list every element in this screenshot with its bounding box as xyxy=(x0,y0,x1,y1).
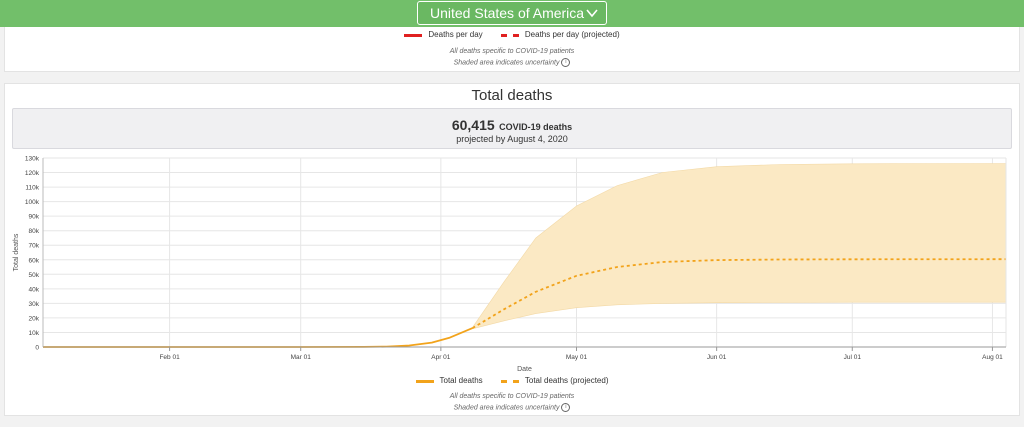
x-tick-label: Feb 01 xyxy=(159,354,180,361)
legend-swatch xyxy=(404,33,423,37)
summary-box: 60,415 COVID-19 deaths projected by Augu… xyxy=(12,108,1012,149)
x-axis-label: Date xyxy=(517,366,532,373)
note-text: Shaded area indicates uncertainty xyxy=(453,404,560,412)
y-tick-label: 70k xyxy=(29,243,40,250)
legend-swatch xyxy=(415,379,434,383)
info-icon[interactable]: i xyxy=(561,58,571,67)
total-deaths-card: Total deaths 60,415 COVID-19 deaths proj… xyxy=(4,83,1020,416)
daily-deaths-legend: Deaths per day Deaths per day (projected… xyxy=(5,30,1019,39)
y-axis-label: Total deaths xyxy=(13,233,20,271)
y-tick-label: 80k xyxy=(29,228,40,235)
summary-label: COVID-19 deaths xyxy=(499,122,573,132)
x-tick-label: Apr 01 xyxy=(431,354,451,361)
summary-subtext: projected by August 4, 2020 xyxy=(456,134,568,144)
chevron-down-icon xyxy=(586,2,598,31)
uncertainty-band-lower-edge xyxy=(472,301,1006,330)
total-deaths-chart: 0 10k 20k 30k 40k 50k 60k 70k 80k 90k 100k 110k 120k… xyxy=(13,156,1007,373)
summary-number: 60,415 xyxy=(451,117,495,133)
note-covid-patients: All deaths specific to COVID-19 patients xyxy=(449,48,575,55)
y-tick-label: 110k xyxy=(25,185,39,192)
x-tick-label: Jul 01 xyxy=(844,354,862,361)
legend-label: Deaths per day (projected) xyxy=(524,30,620,40)
legend-label: Total deaths (projected) xyxy=(524,376,609,386)
x-tick-label: Jun 01 xyxy=(707,354,727,361)
note-covid-patients: All deaths specific to COVID-19 patients xyxy=(449,393,575,400)
series-line-total-deaths xyxy=(43,327,473,348)
country-select[interactable]: United States of America xyxy=(417,1,607,25)
axes: 0 10k 20k 30k 40k 50k 60k 70k 80k 90k 100k 110k 120k… xyxy=(13,156,1007,373)
y-tick-label: 130k xyxy=(25,156,40,163)
x-tick-label: Aug 01 xyxy=(982,354,1003,361)
x-tick-label: Mar 01 xyxy=(291,354,312,361)
legend-item-total-deaths[interactable]: Total deaths xyxy=(415,376,483,386)
legend-swatch xyxy=(500,379,519,383)
note-uncertainty: Shaded area indicates uncertainty i xyxy=(5,403,1019,412)
y-tick-label: 10k xyxy=(29,330,40,337)
chart-title: Total deaths xyxy=(471,87,553,104)
y-tick-label: 30k xyxy=(29,301,40,308)
daily-deaths-card: Deaths per day Deaths per day (projected… xyxy=(4,27,1020,72)
country-select-value: United States of America xyxy=(430,5,585,21)
y-tick-label: 50k xyxy=(29,272,40,279)
legend-item-deaths-per-day[interactable]: Deaths per day xyxy=(404,30,483,40)
legend-swatch xyxy=(500,33,519,37)
y-tick-label: 90k xyxy=(29,214,40,221)
uncertainty-band-upper-edge xyxy=(472,163,1007,328)
y-tick-label: 120k xyxy=(25,170,40,177)
legend-label: Total deaths xyxy=(439,376,483,386)
y-tick-label: 40k xyxy=(29,286,40,293)
total-deaths-legend: Total deaths Total deaths (projected) xyxy=(5,376,1019,385)
note-uncertainty: Shaded area indicates uncertainty i xyxy=(5,58,1019,67)
note-text: Shaded area indicates uncertainty xyxy=(453,59,560,67)
y-tick-label: 20k xyxy=(29,315,40,322)
y-tick-label: 0 xyxy=(35,345,39,352)
x-tick-label: May 01 xyxy=(566,354,588,361)
series-line-projected xyxy=(472,258,1007,329)
legend-label: Deaths per day xyxy=(428,30,483,40)
legend-item-deaths-per-day-projected[interactable]: Deaths per day (projected) xyxy=(500,30,620,40)
y-tick-label: 60k xyxy=(29,257,40,264)
y-tick-label: 100k xyxy=(25,199,40,206)
legend-item-total-deaths-projected[interactable]: Total deaths (projected) xyxy=(500,376,609,386)
uncertainty-band xyxy=(472,163,1006,329)
info-icon[interactable]: i xyxy=(561,403,571,412)
top-bar: United States of America xyxy=(0,0,1024,27)
